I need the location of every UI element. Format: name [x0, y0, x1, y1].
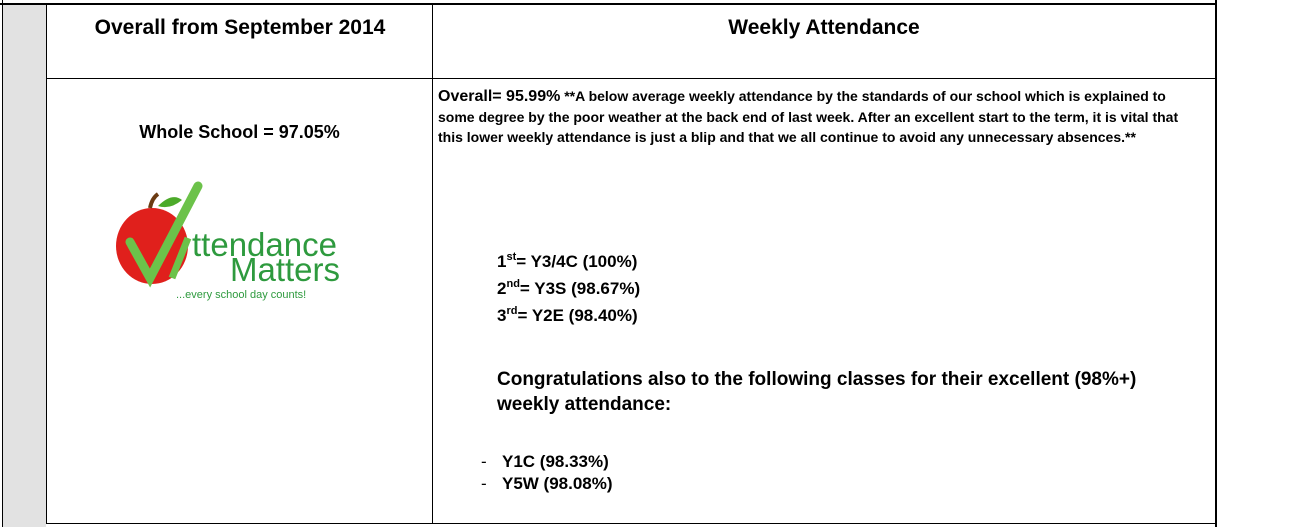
border — [46, 523, 1216, 524]
rank: 2nd= Y3S (98.67%) — [497, 273, 640, 300]
border — [2, 0, 3, 527]
gray-column — [3, 5, 46, 527]
logo-word: Matters — [230, 251, 340, 288]
class-item: -Y5W (98.08%) — [481, 473, 613, 495]
border — [0, 3, 1217, 5]
rank-suffix: st — [506, 251, 516, 263]
border — [432, 4, 433, 524]
rank-text: = Y2E (98.40%) — [517, 306, 637, 325]
rank-text: = Y3S (98.67%) — [520, 279, 640, 298]
dash: - — [481, 451, 502, 473]
border — [46, 4, 47, 524]
logo-tagline: ...every school day counts! — [176, 289, 306, 301]
class-text: Y1C (98.33%) — [502, 452, 609, 471]
whole-school: Whole School = 97.05% — [47, 122, 432, 143]
overall: Overall= 95.99% — [438, 88, 560, 105]
rank-list: 1st= Y3/4C (100%) 2nd= Y3S (98.67%) 3rd=… — [497, 246, 640, 327]
border — [46, 78, 1216, 79]
rank: 1st= Y3/4C (100%) — [497, 246, 640, 273]
logo: ttendance Matters ...every school day co… — [110, 178, 370, 303]
congrats: Congratulations also to the following cl… — [497, 367, 1197, 417]
page: Overall from September 2014 Weekly Atten… — [0, 0, 1308, 527]
class-text: Y5W (98.08%) — [502, 474, 613, 493]
class-list: -Y1C (98.33%) -Y5W (98.08%) — [481, 451, 613, 495]
header-cell: Weekly Attendance — [433, 15, 1215, 40]
rank-suffix: nd — [506, 278, 519, 290]
rank-suffix: rd — [506, 305, 517, 317]
rank: 3rd= Y2E (98.40%) — [497, 300, 640, 327]
dash: - — [481, 473, 502, 495]
header-cell: Overall from September 2014 — [80, 15, 400, 40]
border — [1215, 0, 1217, 527]
summary: Overall= 95.99% **A below average weekly… — [438, 86, 1200, 147]
stem — [150, 194, 158, 208]
rank-text: = Y3/4C (100%) — [516, 252, 637, 271]
leaf — [158, 197, 182, 207]
class-item: -Y1C (98.33%) — [481, 451, 613, 473]
